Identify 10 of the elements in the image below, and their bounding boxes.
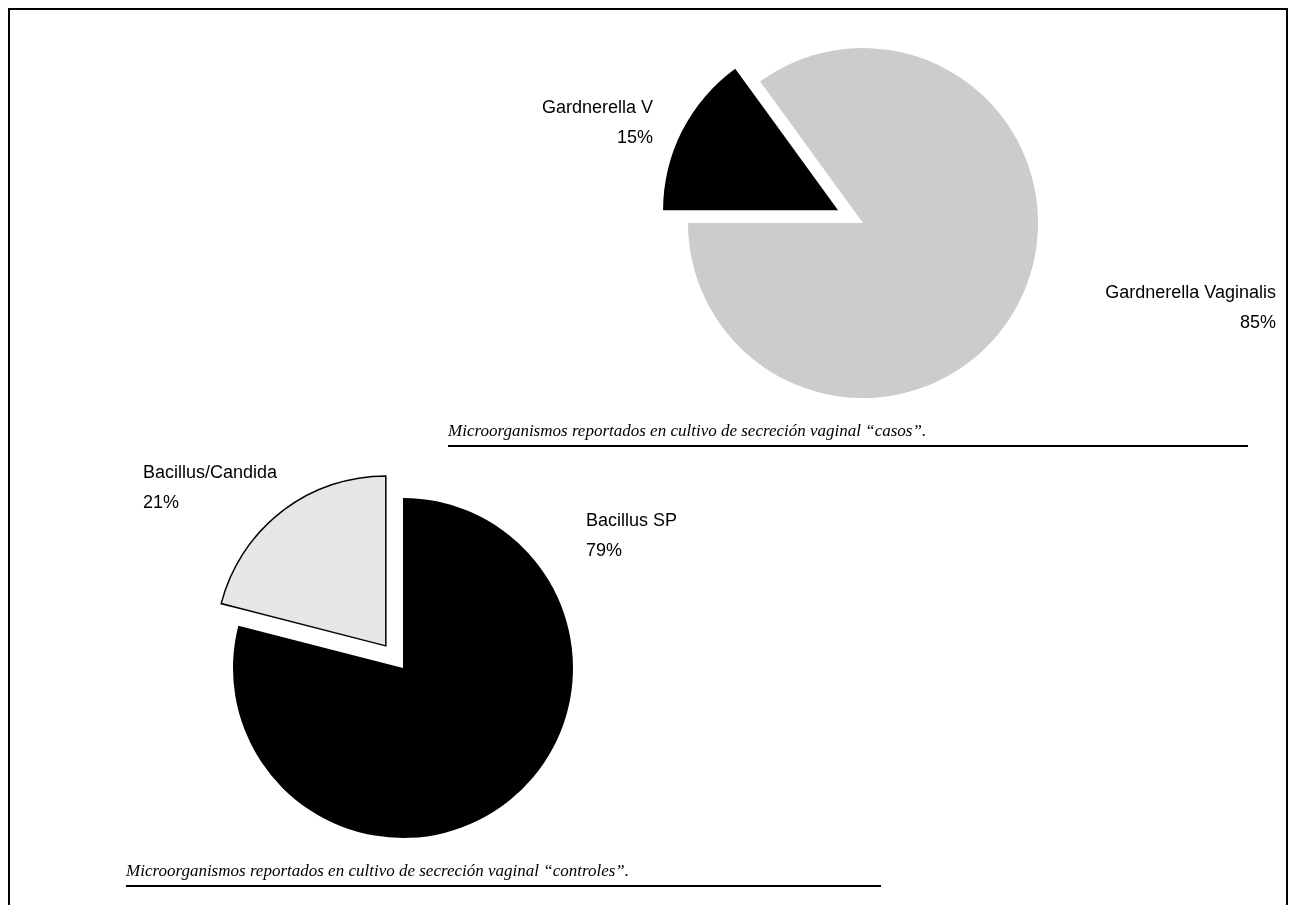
text: Microorganismos reportados en cultivo de secreción vaginal “casos”. xyxy=(447,421,927,440)
data-label: 15% xyxy=(616,127,653,147)
text: Microorganismos reportados en cultivo de secreción vaginal “controles”. xyxy=(125,861,630,880)
slice-label: Gardnerella Vaginalis xyxy=(1105,282,1276,302)
data-label: 79% xyxy=(586,540,623,560)
slice-label: Gardnerella V xyxy=(541,97,653,117)
data-label: 85% xyxy=(1239,312,1276,332)
data-label: 21% xyxy=(143,492,180,512)
slice-label: Bacillus SP xyxy=(586,510,678,530)
slice-label: Bacillus/Candida xyxy=(143,462,279,482)
